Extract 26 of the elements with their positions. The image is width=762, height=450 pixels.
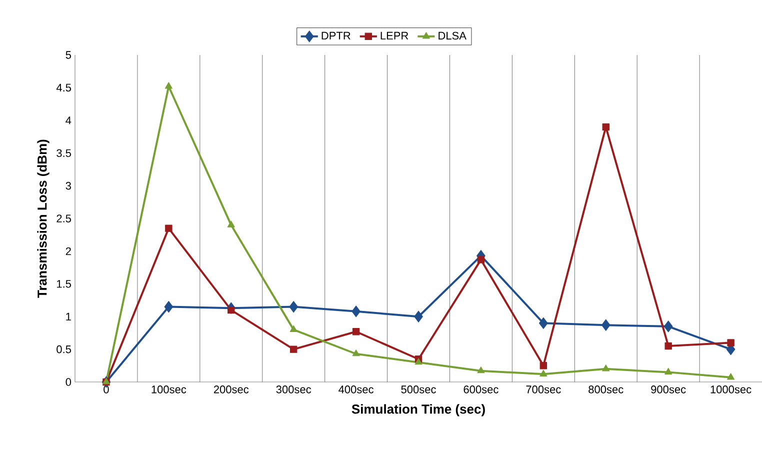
y-tick-label: 3: [66, 182, 71, 190]
y-tick-label: 1: [66, 312, 71, 320]
x-tick-label: 900sec: [651, 386, 686, 394]
y-tick-label: 2.5: [56, 214, 71, 222]
legend-label: DPTR: [322, 32, 350, 40]
x-tick-label: 700sec: [526, 386, 561, 394]
y-tick-label: 5: [66, 51, 71, 59]
x-tick-label: 800sec: [588, 386, 624, 394]
legend-label: DLSA: [438, 32, 466, 40]
y-tick-label: 1.5: [57, 280, 71, 288]
y-tick-label: 4: [66, 116, 72, 124]
y-axis-title: Transmission Loss (dBm): [37, 140, 50, 298]
x-tick-label: 100sec: [152, 386, 186, 394]
y-tick-label: 0: [66, 378, 72, 386]
x-tick-label: 500sec: [401, 386, 436, 394]
x-tick-label: 200sec: [214, 386, 249, 394]
y-tick-label: 3.5: [56, 149, 71, 157]
x-tick-label: 600sec: [464, 386, 498, 394]
y-tick-label: 2: [66, 247, 71, 256]
x-tick-label: 400sec: [338, 386, 374, 394]
x-tick-label: 1000sec: [710, 386, 752, 394]
legend-label: LEPR: [380, 32, 408, 40]
y-tick-label: 0.5: [56, 345, 71, 354]
y-tick-label: 4.5: [56, 84, 71, 92]
x-tick-label: 300sec: [276, 386, 312, 394]
x-axis-title: Simulation Time (sec): [352, 404, 485, 416]
